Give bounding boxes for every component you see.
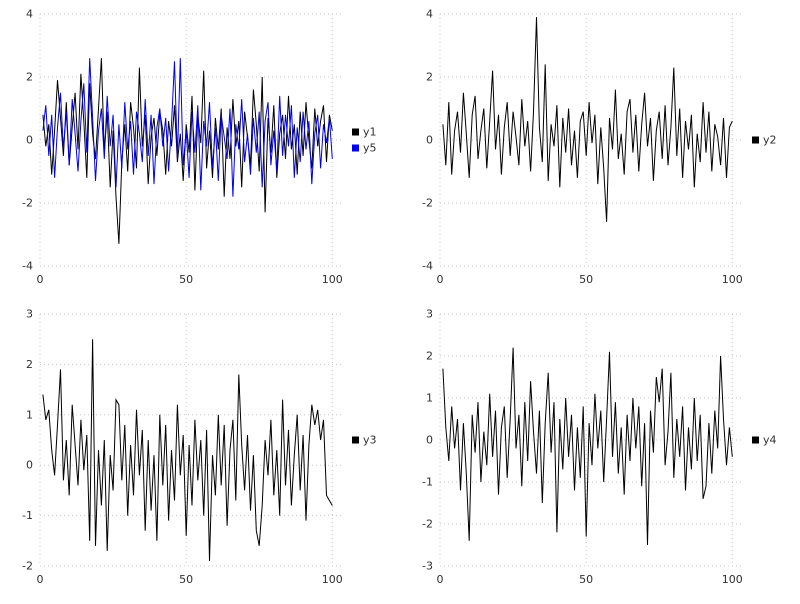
x-axis-tick-label: 100	[322, 273, 343, 286]
y-axis-tick-label: 2	[426, 71, 433, 84]
legend-marker-y2	[752, 136, 759, 144]
x-axis-tick-label: 50	[579, 273, 593, 286]
legend-label-y1: y1	[363, 126, 377, 139]
y-axis-tick-label: 2	[426, 350, 433, 363]
y-axis-tick-label: -2	[422, 197, 433, 210]
legend-marker-y3	[352, 436, 359, 444]
y-axis-tick-label: -1	[22, 509, 33, 522]
x-axis-tick-label: 0	[37, 273, 44, 286]
y-axis-tick-label: -1	[422, 476, 433, 489]
chart-panel-y2: -4 -2 0 2 4 0 50 100 y2	[400, 0, 800, 300]
x-axis-tick-label: 100	[722, 573, 743, 586]
series-line-y5	[42, 58, 333, 197]
chart-svg: -3 -2 -1 0 1 2 3 0 50 100 y4	[422, 308, 777, 587]
y-axis-tick-label: -4	[422, 260, 433, 273]
legend-marker-y4	[752, 436, 759, 444]
y-axis-tick-label: 3	[26, 308, 33, 321]
y-axis-tick-label: 1	[426, 392, 433, 405]
y-axis-tick-label: 4	[26, 8, 33, 21]
y-axis-tick-label: -2	[22, 560, 33, 573]
series-line-y2	[442, 17, 733, 222]
series-line-y3	[42, 339, 333, 562]
x-axis-tick-label: 50	[579, 573, 593, 586]
y-axis-tick-label: 0	[26, 459, 33, 472]
chart-svg: -4 -2 0 2 4 0 50 100 y1 y5	[22, 8, 377, 287]
y-axis-tick-label: 2	[26, 358, 33, 371]
x-axis-tick-label: 0	[437, 273, 444, 286]
x-axis-tick-label: 50	[179, 273, 193, 286]
legend-label-y2: y2	[763, 134, 777, 147]
chart-panel-y3: -2 -1 0 1 2 3 0 50 100 y3	[0, 300, 400, 600]
x-axis-tick-label: 0	[437, 573, 444, 586]
chart-panel-y1-y5: -4 -2 0 2 4 0 50 100 y1 y5	[0, 0, 400, 300]
x-axis-tick-label: 50	[179, 573, 193, 586]
legend-label-y5: y5	[363, 142, 377, 155]
y-axis-tick-label: -4	[22, 260, 33, 273]
x-axis-tick-label: 100	[722, 273, 743, 286]
y-axis-tick-label: 2	[26, 71, 33, 84]
y-axis-tick-label: -2	[22, 197, 33, 210]
y-axis-tick-label: 3	[426, 308, 433, 321]
x-axis-tick-label: 0	[37, 573, 44, 586]
y-axis-tick-label: 0	[426, 134, 433, 147]
chart-panel-y4: -3 -2 -1 0 1 2 3 0 50 100 y4	[400, 300, 800, 600]
series-line-y4	[442, 347, 733, 546]
legend-marker-y5	[352, 144, 359, 152]
y-axis-tick-label: 1	[26, 408, 33, 421]
y-axis-tick-label: 0	[426, 434, 433, 447]
y-axis-tick-label: -3	[422, 560, 433, 573]
legend-label-y3: y3	[363, 434, 377, 447]
y-axis-tick-label: 4	[426, 8, 433, 21]
x-axis-tick-label: 100	[322, 573, 343, 586]
chart-svg: -2 -1 0 1 2 3 0 50 100 y3	[22, 308, 377, 587]
y-axis-tick-label: -2	[422, 518, 433, 531]
legend-marker-y1	[352, 128, 359, 136]
chart-svg: -4 -2 0 2 4 0 50 100 y2	[422, 8, 777, 287]
y-axis-tick-label: 0	[26, 134, 33, 147]
legend-label-y4: y4	[763, 434, 777, 447]
